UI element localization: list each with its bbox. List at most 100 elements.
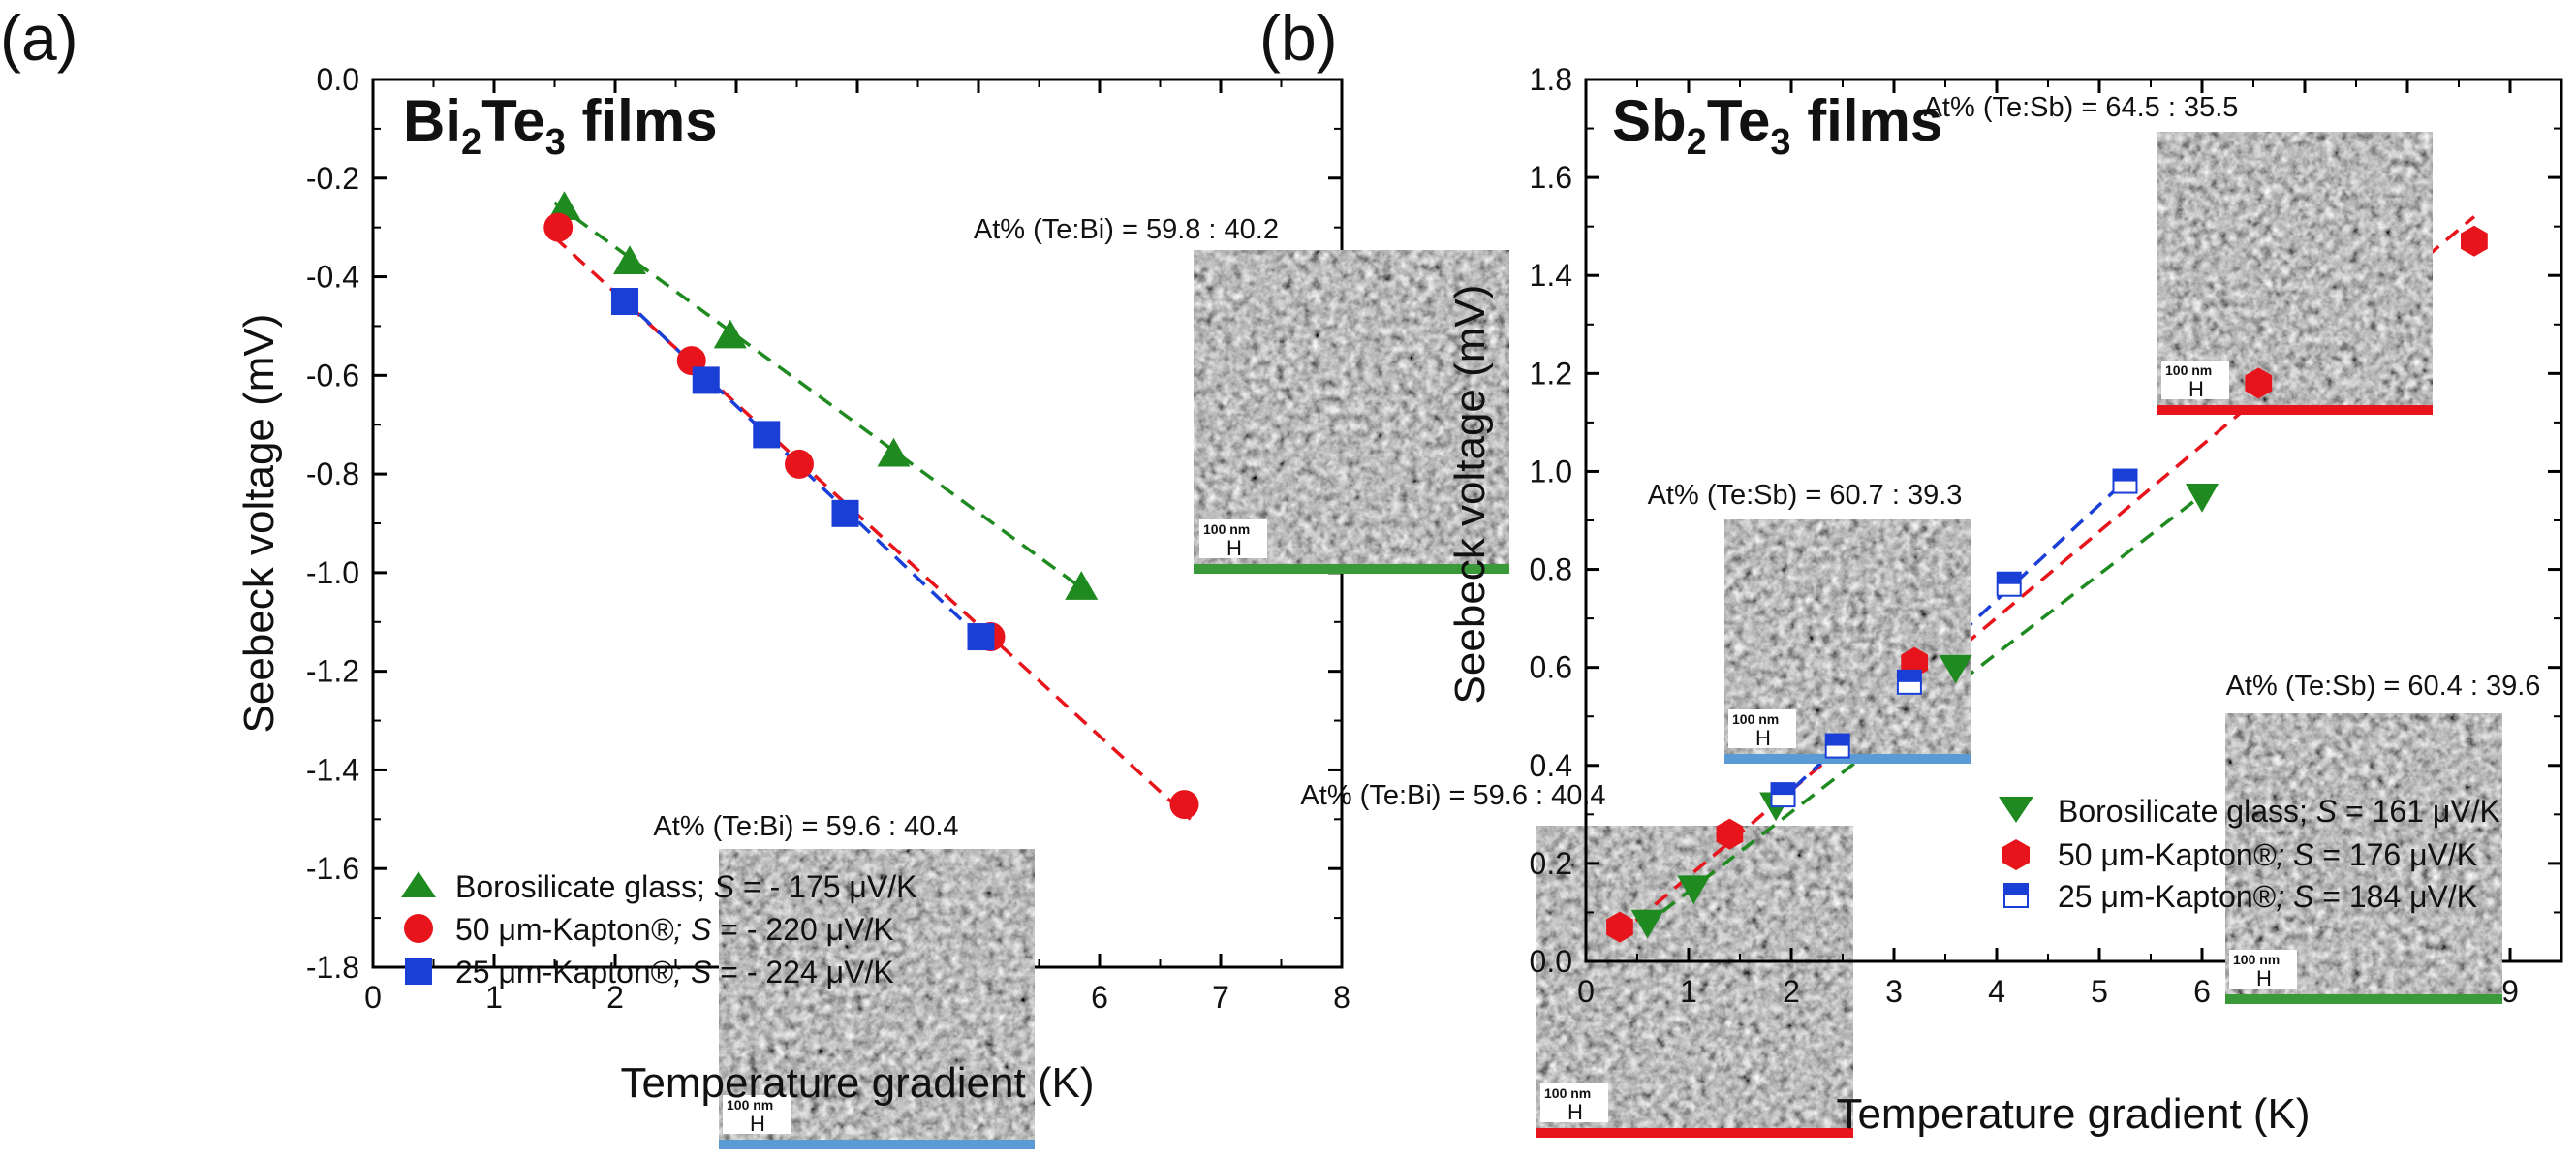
data-point-red [1716, 818, 1744, 850]
sem-color-bar [2225, 994, 2502, 1004]
x-tick-label: 1 [485, 980, 503, 1015]
legend-b: Borosilicate glass; S = 161 μV/K 50 μm-K… [1999, 794, 2500, 914]
legend-marker-red-circle [404, 914, 433, 943]
legend-entry-borosilicate: Borosilicate glass; S = - 175 μV/K [455, 869, 916, 904]
x-tick-label: 0 [364, 980, 382, 1015]
x-axis-label-b: Temperature gradient (K) [1836, 1090, 2310, 1138]
data-point-blue [1896, 669, 1922, 695]
y-tick-label: -1.8 [306, 950, 359, 985]
chart-title-b: Sb2Te3 films [1612, 88, 1942, 163]
scale-label: 100 nm [1203, 521, 1250, 537]
legend-marker-green-triangle-down [1999, 797, 2033, 823]
data-point-green [2186, 483, 2219, 513]
x-tick-label: 7 [1212, 980, 1229, 1015]
scale-mark: H [2256, 966, 2272, 990]
x-tick-label: 2 [1783, 974, 1800, 1009]
legend-entry-kapton50: 50 μm-Kapton®; S = 176 μV/K [2058, 837, 2477, 872]
y-tick-label: 0.2 [1530, 846, 1572, 881]
x-axis-label-a: Temperature gradient (K) [620, 1059, 1094, 1107]
scale-label: 100 nm [2233, 952, 2280, 967]
data-point-blue [692, 366, 720, 394]
y-tick-label: -0.4 [306, 260, 359, 295]
data-point-green [613, 245, 646, 275]
panel-b: (b) 01234567890.00.20.40.60.81.01.21.41.… [1259, 2, 2563, 1138]
y-tick-label: -0.8 [306, 456, 359, 491]
sem-color-bar [1194, 564, 1509, 574]
inset-a1: At% (Te:Bi) = 59.8 : 40.2 100 nm H [974, 214, 1509, 574]
y-tick-label: 0.8 [1530, 552, 1572, 587]
inset-label: At% (Te:Bi) = 59.6 : 40.4 [1300, 780, 1605, 811]
scale-mark: H [750, 1112, 765, 1136]
inset-b3: At% (Te:Sb) = 60.4 : 39.6 100 nm H [2225, 671, 2540, 1004]
panel-label-a: (a) [0, 2, 78, 74]
data-point-green [1677, 875, 1711, 905]
legend-marker-blue-square [405, 958, 432, 985]
scale-label: 100 nm [727, 1097, 773, 1113]
chart-title-a: Bi2Te3 films [403, 88, 718, 163]
y-tick-label: 1.4 [1530, 258, 1572, 293]
scale-label: 100 nm [2165, 362, 2212, 378]
legend-entry-kapton25: 25 μm-Kapton®; S = 184 μV/K [2058, 879, 2477, 914]
data-point-blue [831, 499, 859, 527]
data-point-blue-fill [1997, 572, 2021, 584]
legend-marker-green-triangle [401, 871, 436, 897]
sem-color-bar [1724, 754, 1971, 764]
data-marks-b [1606, 225, 2488, 943]
data-point-blue-fill [1897, 670, 1921, 682]
inset-label: At% (Te:Bi) = 59.6 : 40.4 [653, 811, 958, 842]
fit-line-green [553, 201, 1089, 594]
y-tick-label: 1.2 [1530, 356, 1572, 391]
scale-mark: H [1755, 726, 1771, 750]
scale-mark: H [1226, 536, 1242, 560]
data-point-blue [611, 288, 638, 315]
scale-mark: H [1567, 1100, 1583, 1124]
y-axis-label-a: Seebeck voltage (mV) [235, 314, 283, 734]
scale-mark: H [2188, 377, 2204, 401]
x-tick-label: 2 [606, 980, 624, 1015]
sem-color-bar [719, 1140, 1035, 1149]
inset-b2: At% (Te:Sb) = 60.7 : 39.3 100 nm H [1648, 480, 1971, 764]
scale-box [723, 1095, 791, 1134]
sem-color-bar [1536, 1128, 1853, 1138]
y-tick-label: 1.6 [1530, 160, 1572, 195]
panel-label-b: (b) [1259, 2, 1338, 74]
data-point-green [1065, 571, 1099, 600]
data-point-green [713, 319, 747, 349]
y-tick-label: -1.4 [306, 752, 359, 787]
data-point-blue [1996, 571, 2022, 597]
data-point-blue [967, 623, 995, 651]
y-tick-label: -1.0 [306, 555, 359, 590]
data-point-red [2245, 367, 2273, 399]
data-marks-a [543, 191, 1199, 820]
data-point-green [547, 191, 581, 221]
inset-label: At% (Te:Sb) = 64.5 : 35.5 [1924, 92, 2239, 123]
data-point-red [785, 449, 814, 479]
x-tick-label: 8 [1333, 980, 1350, 1015]
inset-label: At% (Te:Sb) = 60.4 : 39.6 [2226, 671, 2541, 702]
x-tick-label: 1 [1680, 974, 1697, 1009]
y-tick-label: 1.8 [1530, 62, 1572, 97]
inset-a3: At% (Te:Bi) = 59.6 : 40.4 100 nm H [1300, 780, 1853, 1138]
inset-b1: At% (Te:Sb) = 64.5 : 35.5 100 nm H [1924, 92, 2433, 415]
data-point-red [2461, 225, 2488, 257]
y-tick-label: 0.6 [1530, 650, 1572, 685]
scale-label: 100 nm [1544, 1085, 1591, 1101]
y-tick-label: 0.0 [317, 62, 359, 97]
fit-lines-a [553, 201, 1192, 821]
x-tick-label: 6 [2193, 974, 2211, 1009]
scale-box [1199, 519, 1267, 558]
y-tick-label: -1.6 [306, 851, 359, 886]
data-point-red [1606, 911, 1633, 943]
data-point-blue-fill [1771, 783, 1795, 796]
sem-image [1194, 250, 1509, 572]
data-point-blue [753, 421, 781, 449]
y-axis-label-b: Seebeck voltage (mV) [1446, 285, 1494, 705]
y-tick-label: 0.4 [1530, 748, 1572, 783]
scale-label: 100 nm [1732, 711, 1779, 727]
x-tick-label: 3 [1885, 974, 1903, 1009]
inset-label: At% (Te:Sb) = 60.7 : 39.3 [1648, 480, 1963, 511]
y-tick-label: -1.2 [306, 654, 359, 689]
x-tick-label: 5 [2091, 974, 2108, 1009]
legend-a: Borosilicate glass; S = - 175 μV/K 50 μm… [401, 869, 916, 989]
